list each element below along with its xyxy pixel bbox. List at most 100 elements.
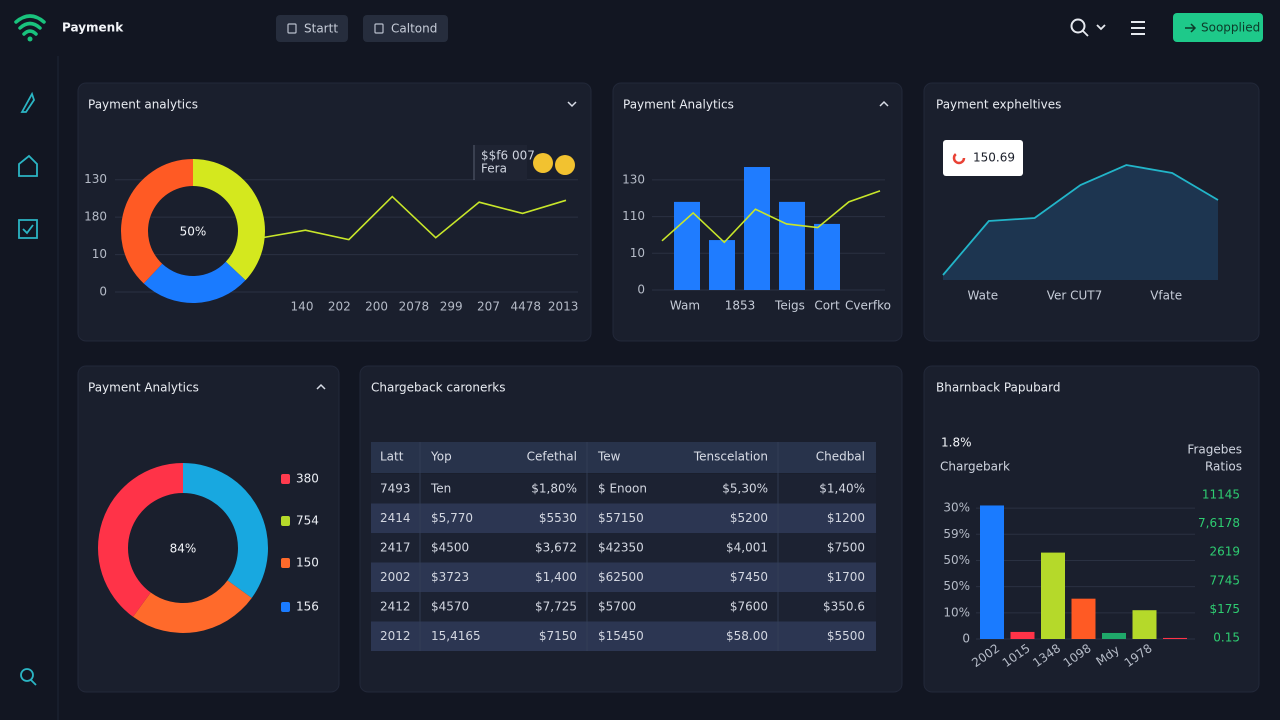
table-cell: $1,40% [819, 482, 865, 496]
bar [709, 240, 735, 290]
table-cell: $7600 [730, 600, 768, 614]
table-header-cell: Latt [380, 450, 404, 464]
donut-segment [183, 463, 268, 598]
table-cell: $ Enoon [598, 482, 647, 496]
y-tick-label: 50% [943, 579, 970, 593]
annotation: Fera [481, 162, 507, 176]
donut-segment [193, 159, 266, 281]
y-tick-label: 130 [622, 172, 645, 186]
table-row [371, 562, 876, 592]
table-row [371, 621, 876, 651]
table-row [371, 503, 876, 533]
y-tick-label: 50% [943, 553, 970, 567]
search-icon[interactable] [1070, 18, 1086, 34]
legend-label: 156 [296, 600, 319, 614]
x-tick-label: Vfate [1150, 289, 1182, 303]
bar [1010, 631, 1035, 639]
x-tick-label: 299 [440, 300, 463, 314]
tab-button[interactable] [276, 15, 348, 42]
ratio-value: 7745 [1209, 573, 1240, 587]
tag-label: 150.69 [973, 151, 1015, 165]
table-cell: $5200 [730, 511, 768, 525]
panel-title: Payment expheltives [936, 98, 1061, 112]
legend-swatch [281, 516, 290, 526]
donut-segment [133, 580, 252, 633]
x-tick-label: Teigs [774, 299, 805, 313]
table-header [371, 442, 876, 473]
action-arrow [1185, 23, 1197, 33]
table-cell: $350.6 [823, 600, 865, 614]
table-cell: 15,4165 [431, 629, 481, 643]
table-cell: $3,672 [535, 541, 577, 555]
panel-title: Payment analytics [88, 98, 198, 112]
y-tick-label: 0 [99, 285, 107, 299]
tab-button[interactable] [363, 15, 448, 42]
tab-label: Startt [304, 22, 338, 36]
table-cell: $7,725 [535, 600, 577, 614]
table-cell: $5530 [539, 511, 577, 525]
donut-segment [120, 159, 193, 284]
tab-icon [374, 23, 384, 34]
table-cell: $58.00 [726, 629, 768, 643]
logo-icon [14, 14, 46, 36]
table-cell: $5500 [827, 629, 865, 643]
nav-search-handle [30, 679, 37, 686]
table-cell: $1700 [827, 570, 865, 584]
table-cell: 2002 [380, 570, 411, 584]
action-button[interactable] [1173, 13, 1263, 42]
donut-center-label: 84% [170, 542, 197, 556]
annotation-icon [555, 155, 575, 175]
y-tick-label: 30% [943, 501, 970, 515]
bar [674, 201, 700, 290]
donut-segment [143, 261, 246, 303]
table-cell: $1200 [827, 511, 865, 525]
collapse-toggle[interactable] [879, 100, 889, 107]
nav-icon[interactable] [18, 219, 38, 239]
bar [744, 167, 770, 290]
donut-segment [98, 463, 183, 617]
action-label: Soopplied [1201, 21, 1260, 35]
nav-icon[interactable] [20, 91, 35, 113]
x-tick-label: 2078 [399, 300, 430, 314]
legend-label: 150 [296, 556, 319, 570]
tab-icon [287, 23, 297, 34]
area [943, 165, 1218, 280]
x-tick-label: Wate [968, 289, 999, 303]
search-handle [1082, 24, 1106, 37]
x-tick-label: 202 [328, 300, 351, 314]
collapse-toggle[interactable] [316, 383, 326, 390]
x-tick-label: 140 [291, 300, 314, 314]
table-cell: $1,80% [531, 482, 577, 496]
annotation: $$f6 007 [481, 149, 535, 163]
x-tick-label: Cort [814, 299, 840, 313]
table-cell: $7150 [539, 629, 577, 643]
x-tick-label: 200 [365, 300, 388, 314]
table-cell: $5700 [598, 600, 636, 614]
legend-swatch [281, 602, 290, 612]
y-tick-label: 10 [630, 246, 645, 260]
table-cell: $42350 [598, 541, 644, 555]
table-cell: Ten [430, 482, 451, 496]
x-tick-label: 4478 [511, 300, 542, 314]
menu-icon[interactable] [1131, 21, 1145, 35]
y-tick-label: 0 [962, 632, 970, 646]
brand: Paymenk [62, 21, 124, 35]
table-cell: $4500 [431, 541, 469, 555]
bar [1132, 610, 1157, 639]
panel-title: Payment Analytics [88, 381, 199, 395]
collapse-toggle[interactable] [567, 101, 577, 108]
x-tick-label: Wam [670, 299, 700, 313]
table-cell: $4570 [431, 600, 469, 614]
table-cell: $62500 [598, 570, 644, 584]
ratio-value: 11145 [1202, 488, 1240, 502]
bar [1071, 598, 1096, 639]
x-tick-label: 1853 [725, 299, 756, 313]
stat-value: 1.8% [941, 436, 972, 450]
table-cell: 7493 [380, 482, 411, 496]
table-row [371, 474, 876, 504]
donut-center-label: 50% [180, 225, 207, 239]
nav-search[interactable] [20, 668, 34, 682]
logo-dot [27, 36, 33, 42]
nav-icon[interactable] [18, 154, 38, 177]
